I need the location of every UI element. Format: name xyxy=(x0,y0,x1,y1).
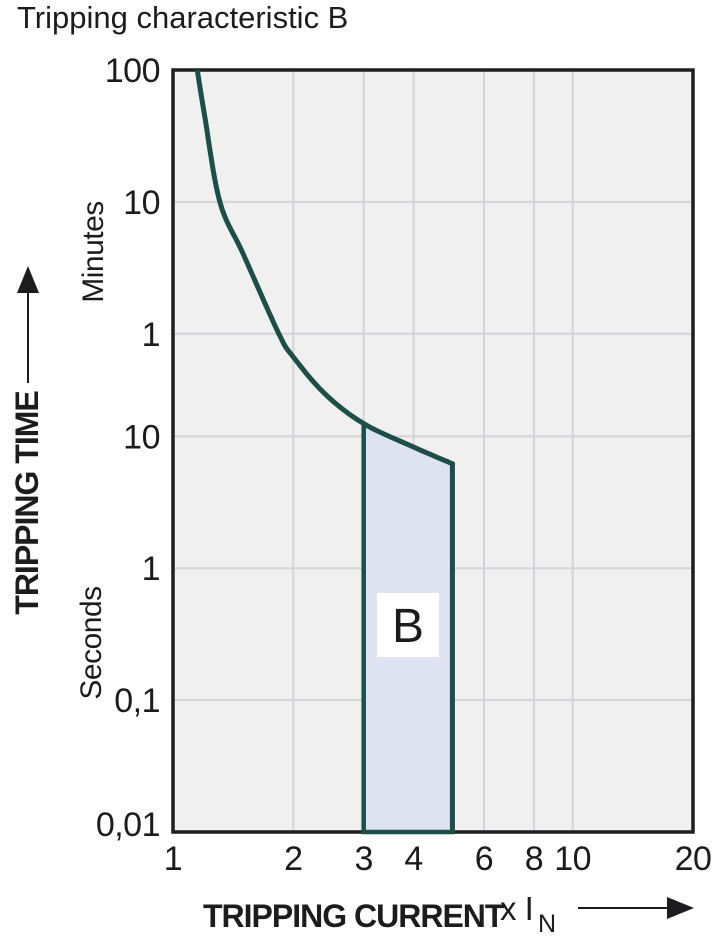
band-label-box xyxy=(377,593,440,657)
up-arrow-icon xyxy=(17,266,39,383)
x-axis-tick-labels: 1 2 3 4 6 8 10 20 xyxy=(164,840,712,878)
band-label: B xyxy=(392,600,424,653)
y-axis-title: TRIPPING TIME xyxy=(9,391,45,615)
y-tick-label: 1 xyxy=(142,316,160,354)
y-tick-label: 10 xyxy=(123,184,160,222)
x-tick-label: 3 xyxy=(354,840,372,878)
y-unit-minutes-label: Minutes xyxy=(77,201,110,303)
page-title: Tripping characteristic B xyxy=(17,0,348,35)
y-unit-seconds-label: Seconds xyxy=(75,586,108,699)
x-tick-label: 2 xyxy=(284,840,302,878)
x-tick-label: 10 xyxy=(554,840,591,878)
x-tick-label: 6 xyxy=(475,840,493,878)
x-axis-title: TRIPPING CURRENT xyxy=(203,898,505,934)
x-tick-label: 20 xyxy=(675,840,712,878)
y-tick-label: 0,01 xyxy=(96,806,160,844)
y-tick-label: 100 xyxy=(105,52,160,90)
x-tick-label: 8 xyxy=(525,840,543,878)
x-axis-unit-subscript: N xyxy=(538,910,556,938)
y-tick-label: 10 xyxy=(123,418,160,456)
x-tick-label: 1 xyxy=(164,840,182,878)
x-axis-unit: x I xyxy=(500,890,533,927)
y-axis-tick-labels: 100 10 1 10 1 0,1 0,01 xyxy=(96,52,161,844)
y-tick-label: 0,1 xyxy=(114,682,160,720)
right-arrow-icon xyxy=(578,897,694,919)
y-tick-label: 1 xyxy=(142,550,160,588)
x-tick-label: 4 xyxy=(404,840,422,878)
tripping-curve xyxy=(194,69,455,832)
